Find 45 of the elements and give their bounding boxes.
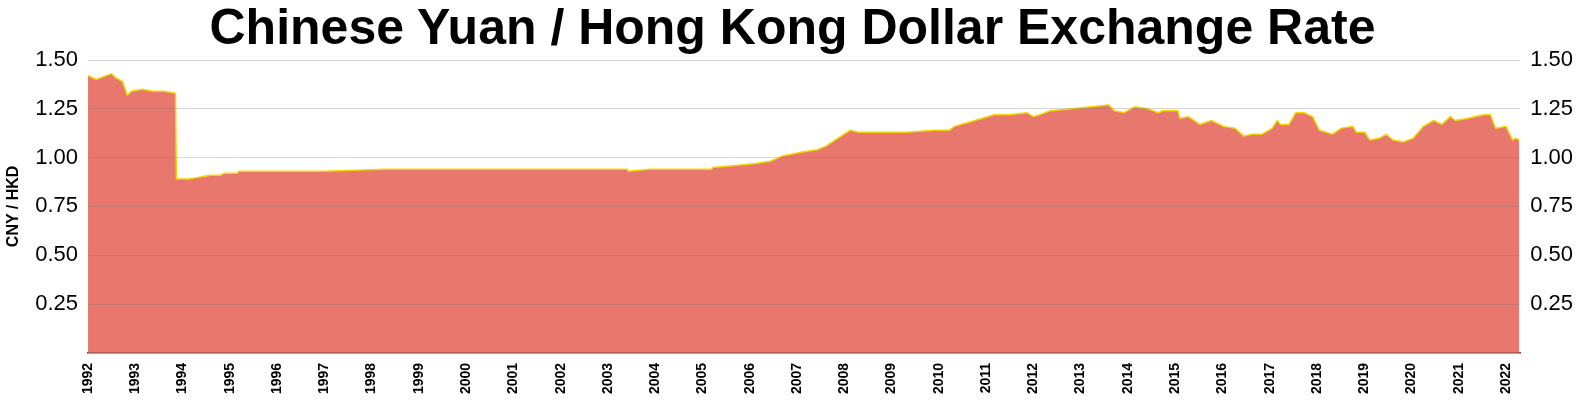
x-tick-label: 2017	[1260, 362, 1277, 395]
x-tick-label: 2018	[1307, 362, 1324, 395]
x-tick-label: 2000	[457, 362, 474, 395]
y-tick-label: 0.75	[35, 192, 79, 218]
x-tick-label: 2004	[646, 362, 663, 395]
x-tick-label: 1993	[126, 362, 143, 395]
x-tick-label: 2009	[882, 362, 899, 395]
y2-tick-label: 0.75	[1530, 192, 1574, 218]
y-tick-label: 1.00	[35, 143, 79, 169]
x-tick-label: 1998	[362, 362, 379, 395]
x-tick-label: 2003	[598, 362, 615, 395]
x-tick-label: 2006	[740, 362, 757, 395]
x-tick-label: 1995	[220, 362, 237, 395]
y-tick-label: 0.50	[35, 241, 79, 267]
y2-tick-label: 1.50	[1530, 46, 1574, 72]
y2-tick-label: 0.50	[1530, 241, 1574, 267]
x-tick-label: 2005	[693, 362, 710, 395]
x-tick-label: 2020	[1402, 362, 1419, 395]
x-tick-label: 1999	[409, 362, 426, 395]
y-tick-label: 1.25	[35, 94, 79, 120]
y2-tick-label: 1.25	[1530, 94, 1574, 120]
y-tick-label: 0.25	[35, 290, 79, 316]
x-tick-label: 1997	[315, 362, 332, 395]
x-tick-label: 2001	[504, 362, 521, 395]
x-tick-label: 2015	[1166, 362, 1182, 395]
y2-tick-label: 0.25	[1530, 290, 1574, 316]
x-tick-label: 2012	[1024, 362, 1041, 395]
y2-tick-label: 1.00	[1530, 143, 1574, 169]
y-tick-label: 1.50	[35, 46, 79, 72]
x-tick-label: 2013	[1071, 362, 1088, 395]
x-tick-label: 2019	[1355, 362, 1372, 395]
x-tick-label: 2007	[787, 362, 804, 395]
x-tick-label: 2022	[1496, 362, 1513, 395]
x-tick-label: 2008	[835, 362, 852, 395]
x-tick-label: 2021	[1449, 362, 1466, 395]
x-tick-label: 2014	[1118, 362, 1135, 395]
x-tick-label: 1994	[173, 362, 190, 395]
x-tick-label: 1996	[267, 362, 284, 395]
chart-title: Chinese Yuan / Hong Kong Dollar Exchange Rate	[209, 0, 1376, 55]
x-tick-label: 1992	[78, 362, 95, 395]
x-tick-label: 2016	[1213, 362, 1230, 395]
x-tick-label: 2002	[551, 362, 568, 395]
x-tick-label: 2010	[929, 362, 946, 395]
y-axis-title: CNY / HKD	[4, 165, 22, 248]
x-tick-label: 2011	[976, 362, 993, 394]
